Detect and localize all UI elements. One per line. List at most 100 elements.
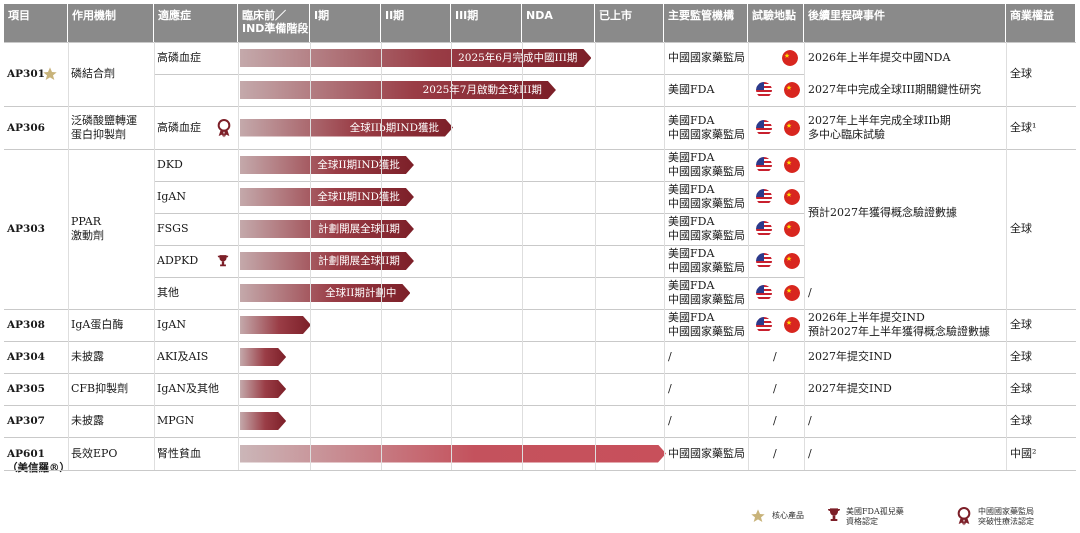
indication: 高磷血症 xyxy=(157,120,201,134)
progress-bar xyxy=(240,445,666,463)
column-divider xyxy=(310,42,311,470)
china-flag-icon xyxy=(784,285,800,301)
progress-bar xyxy=(240,316,311,334)
regulator: 美國FDA 中國國家藥監局 xyxy=(668,215,745,242)
regulator: / xyxy=(668,414,672,427)
milestone: / xyxy=(808,446,812,460)
us-flag-icon xyxy=(756,157,772,173)
us-flag-icon xyxy=(756,285,772,301)
progress-bar: 2025年6月完成中國III期 xyxy=(240,49,591,67)
column-divider xyxy=(154,42,155,470)
regulator: / xyxy=(668,382,672,395)
mechanism: 未披露 xyxy=(71,350,104,363)
star-icon xyxy=(42,66,58,86)
trial-site: / xyxy=(773,382,777,395)
project-name: AP306 xyxy=(7,121,45,134)
progress-bar xyxy=(240,380,286,398)
column-divider xyxy=(451,42,452,470)
sub-row-divider xyxy=(154,213,804,214)
mechanism: 磷結合劑 xyxy=(71,67,115,80)
us-flag-icon xyxy=(756,82,772,98)
commercial-rights: 全球 xyxy=(1010,350,1032,363)
indication: 腎性貧血 xyxy=(157,446,201,460)
regulator: 美國FDA 中國國家藥監局 xyxy=(668,279,745,306)
regulator: 美國FDA 中國國家藥監局 xyxy=(668,183,745,210)
mechanism: 未披露 xyxy=(71,414,104,427)
regulator: 中國國家藥監局 xyxy=(668,446,745,460)
milestone: 2027年提交IND xyxy=(808,382,892,395)
trial-site: / xyxy=(773,446,777,460)
us-flag-icon xyxy=(756,317,772,333)
project-name: AP303 xyxy=(7,223,45,235)
regulator: 美國FDA 中國國家藥監局 xyxy=(668,151,745,178)
progress-bar: 計劃開展全球II期 xyxy=(240,252,414,270)
china-flag-icon xyxy=(784,119,800,136)
china-flag-icon xyxy=(784,221,800,237)
indication: IgAN xyxy=(157,190,186,203)
row-divider xyxy=(4,405,1076,406)
header-cell: 已上市 xyxy=(595,4,664,42)
commercial-rights: 全球 xyxy=(1010,222,1032,235)
header-cell: 商業權益 xyxy=(1006,4,1076,42)
mechanism: CFB抑製劑 xyxy=(71,382,129,395)
header-cell: 主要監管機構 xyxy=(664,4,748,42)
us-flag-icon xyxy=(756,253,772,269)
header-cell: 試驗地點 xyxy=(748,4,804,42)
legend-core: 核心產品 xyxy=(772,511,804,520)
progress-bar: 全球II期IND獲批 xyxy=(240,156,414,174)
indication: ADPKD xyxy=(157,254,199,267)
mechanism: IgA蛋白酶 xyxy=(71,318,124,331)
header-cell: I期 xyxy=(310,4,381,42)
regulator: 中國國家藥監局 xyxy=(668,51,745,64)
us-flag-icon xyxy=(756,189,772,205)
progress-bar: 全球II期計劃中 xyxy=(240,284,410,302)
china-flag-icon xyxy=(782,50,798,66)
indication: MPGN xyxy=(157,414,195,427)
project-name: AP301 xyxy=(7,68,45,80)
progress-bar xyxy=(240,412,286,430)
row-divider xyxy=(4,149,1076,150)
regulator: 美國FDA xyxy=(668,83,715,96)
column-divider xyxy=(664,42,665,470)
progress-bar: 計劃開展全球II期 xyxy=(240,220,414,238)
sub-row-divider xyxy=(154,181,804,182)
progress-bar: 全球IIb期IND獲批 xyxy=(240,119,453,137)
column-divider xyxy=(238,42,239,470)
column-divider xyxy=(748,42,749,470)
row-divider xyxy=(4,106,1076,107)
indication: FSGS xyxy=(157,222,189,235)
project-name: AP307 xyxy=(7,415,45,427)
milestone: 2027年上半年完成全球IIb期 多中心臨床試驗 xyxy=(808,113,951,141)
column-divider xyxy=(804,42,805,470)
commercial-rights: 全球 xyxy=(1010,67,1032,80)
indication: 高磷血症 xyxy=(157,51,201,64)
commercial-rights: 全球 xyxy=(1010,414,1032,427)
column-divider xyxy=(522,42,523,470)
milestone: 2026年上半年提交中國NDA xyxy=(808,51,951,64)
milestone: 2027年提交IND xyxy=(808,350,892,363)
table-bottom xyxy=(4,470,1076,471)
sub-row-divider xyxy=(154,245,804,246)
milestone: 2026年上半年提交IND 預計2027年上半年獲得概念驗證數據 xyxy=(808,311,990,338)
trophy-icon xyxy=(828,508,840,521)
column-divider xyxy=(595,42,596,470)
progress-bar xyxy=(240,348,286,366)
row-divider xyxy=(4,309,1076,310)
legend-nmpa-btd: 中國國家藥監局 突破性療法認定 xyxy=(978,507,1034,526)
commercial-rights: 全球 xyxy=(1010,318,1032,331)
sub-row-divider xyxy=(154,277,804,278)
column-divider xyxy=(68,42,69,470)
column-divider xyxy=(381,42,382,470)
progress-bar: 全球II期IND獲批 xyxy=(240,188,414,206)
row-divider xyxy=(4,341,1076,342)
progress-bar: 2025年7月啟動全球III期 xyxy=(240,81,556,99)
project-name: AP308 xyxy=(7,319,45,331)
header-cell: II期 xyxy=(381,4,451,42)
china-flag-icon xyxy=(784,317,800,333)
milestone-group: 預計2027年獲得概念驗證數據 xyxy=(808,206,957,219)
indication: IgAN及其他 xyxy=(157,382,219,395)
us-flag-icon xyxy=(756,119,772,136)
trial-site: / xyxy=(773,350,777,363)
trial-site: / xyxy=(773,414,777,427)
milestone: / xyxy=(808,286,812,299)
